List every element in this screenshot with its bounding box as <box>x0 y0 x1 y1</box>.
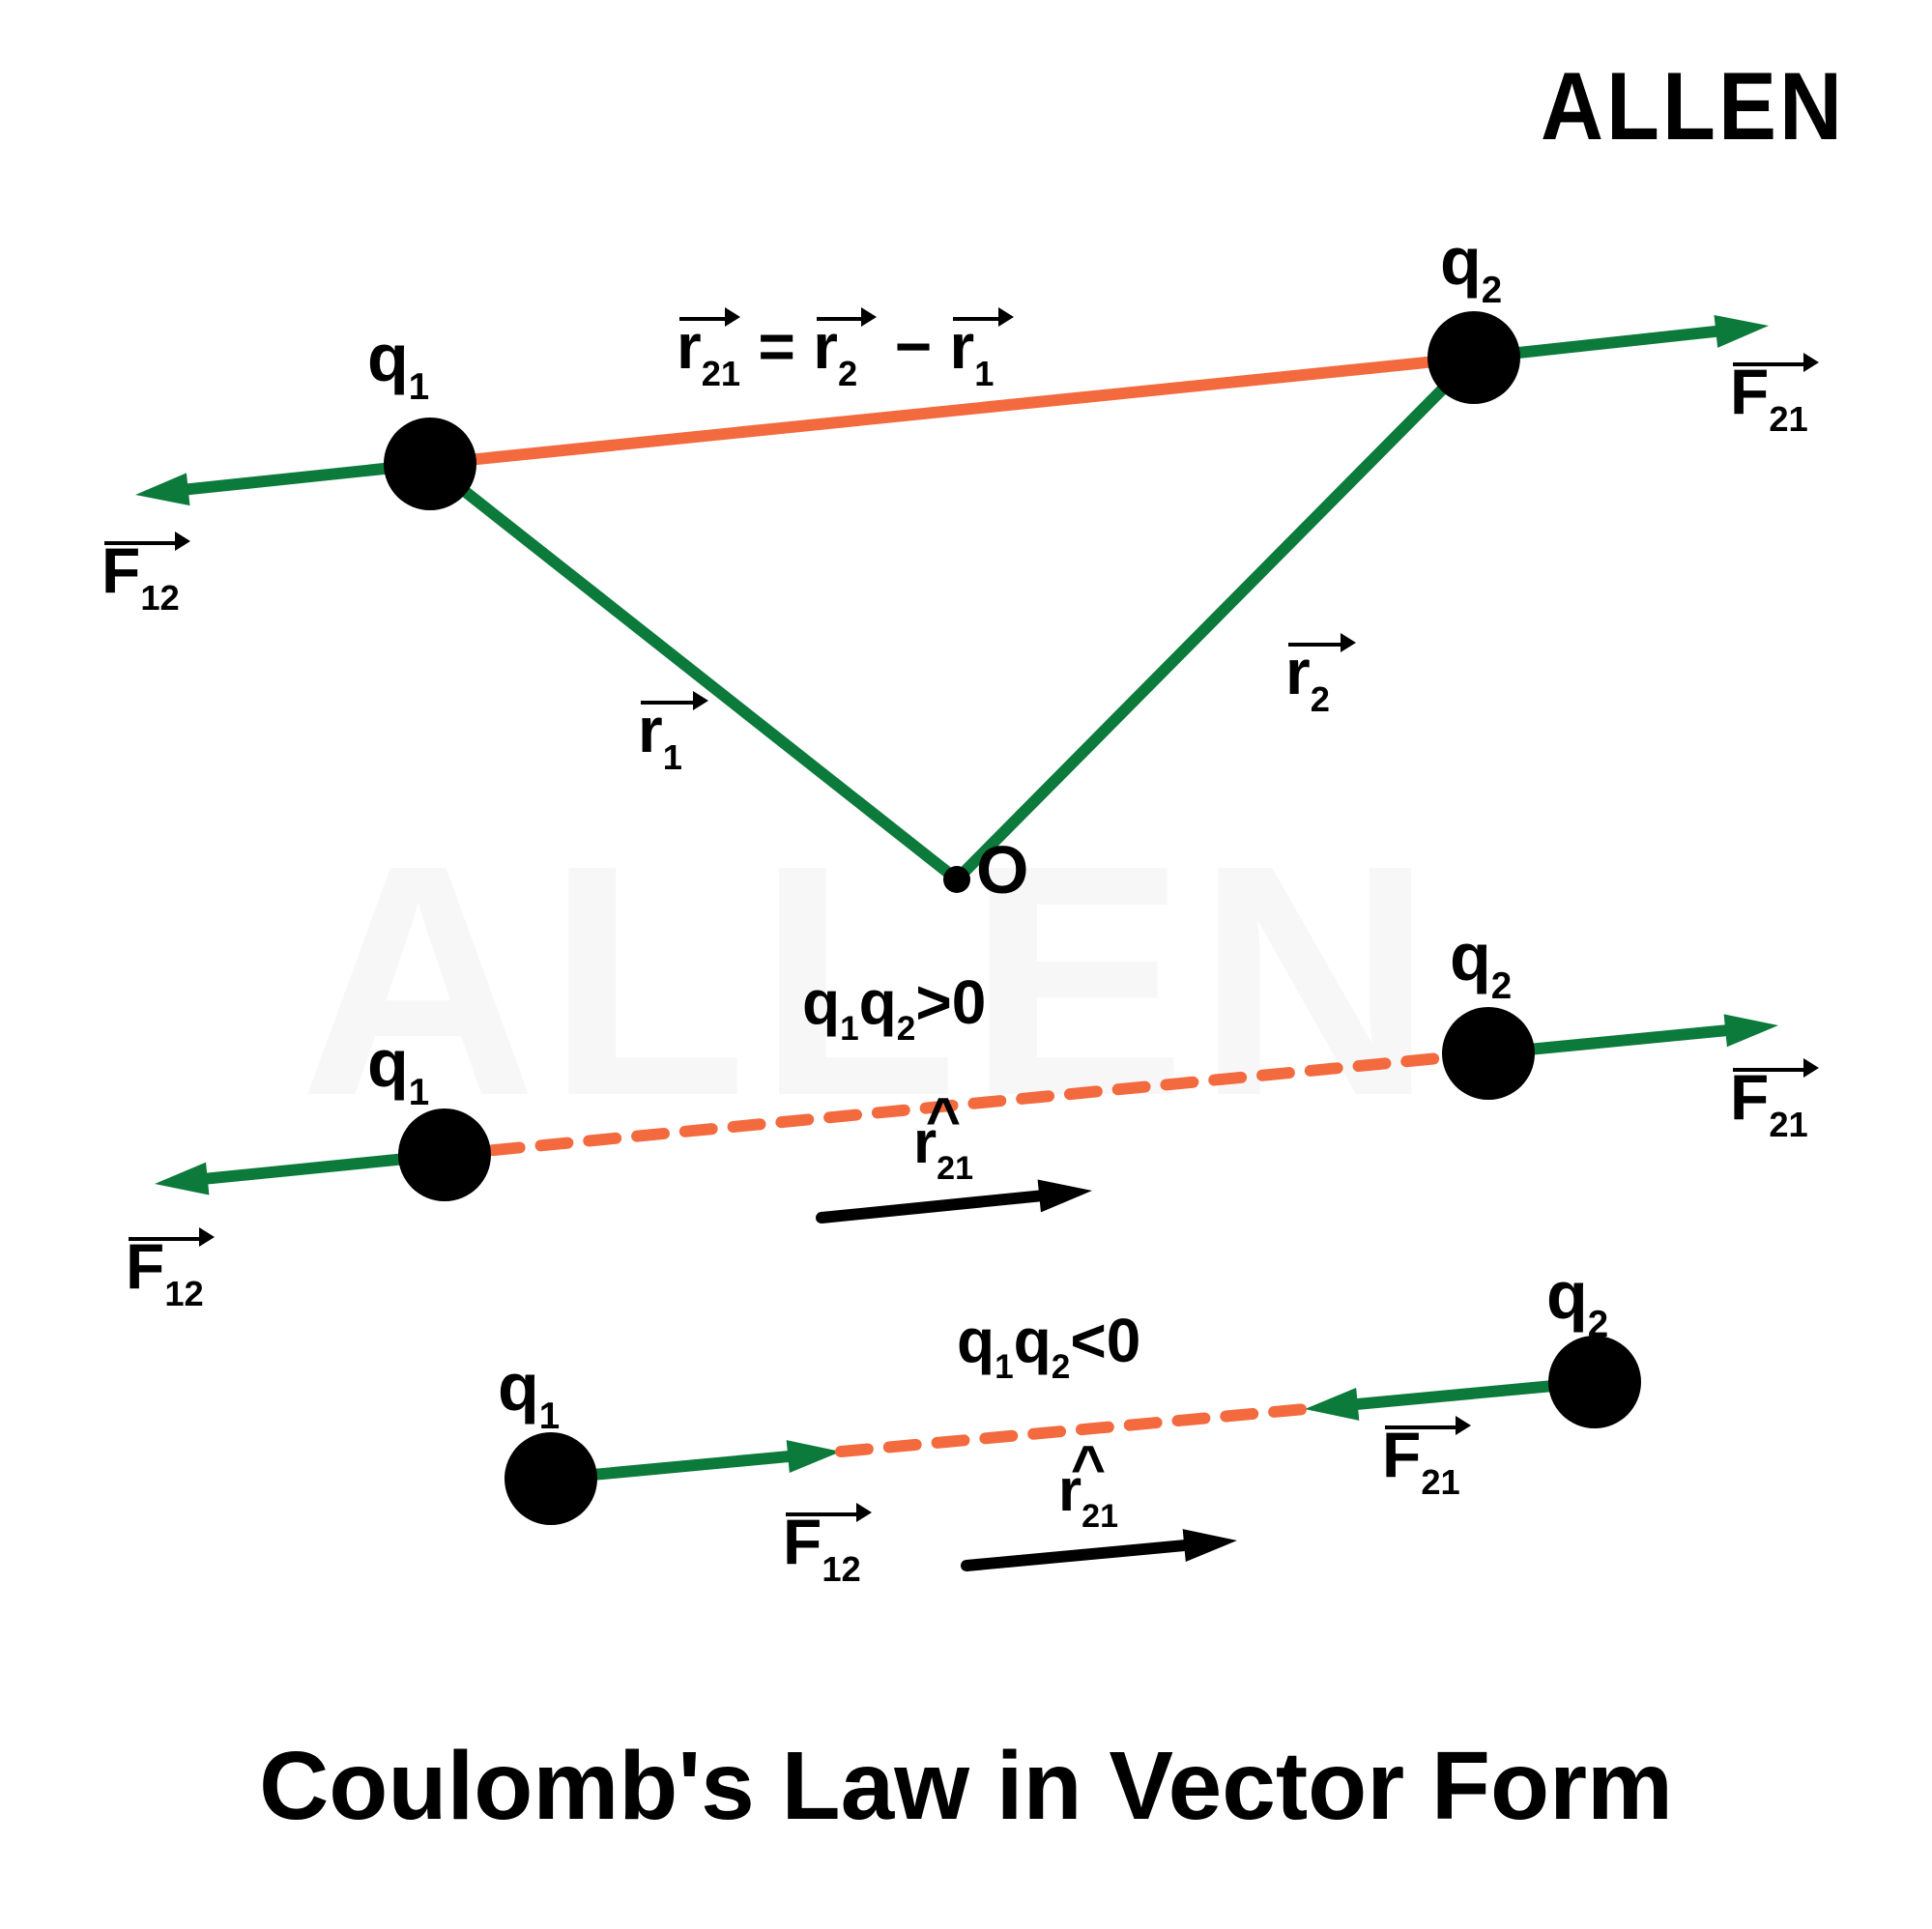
label-rhat-d3: ^r21 <box>1058 1459 1118 1532</box>
label-F12-d3: F12 <box>783 1508 872 1586</box>
label-F21-d1: F21 <box>1730 358 1819 436</box>
label-F21-d2: F21 <box>1730 1063 1819 1141</box>
label-F21-d3: F21 <box>1382 1421 1471 1499</box>
label-r21-equation: r21 = r2 − r1 <box>677 309 1014 390</box>
label-r2: r2 <box>1285 638 1356 716</box>
label-q2-d2: q2 <box>1450 918 1512 1004</box>
label-q1-d1: q1 <box>367 319 429 405</box>
label-condition-d2: q1q2>0 <box>802 966 986 1046</box>
label-q1-d3: q1 <box>498 1348 560 1434</box>
label-condition-d3: q1q2<0 <box>957 1305 1140 1384</box>
label-r1: r1 <box>638 696 708 774</box>
label-origin: O <box>976 831 1028 908</box>
label-F12-d2: F12 <box>126 1232 215 1310</box>
diagram-canvas: ALLEN ALLEN q1 q2 r21 = r2 − r1 O r1 r2 … <box>0 0 1932 1929</box>
label-rhat-d2: ^r21 <box>913 1111 973 1184</box>
label-q2-d3: q2 <box>1546 1256 1608 1342</box>
label-q2-d1: q2 <box>1440 222 1502 308</box>
label-F12-d1: F12 <box>101 536 190 615</box>
diagram-svg <box>0 0 1932 1929</box>
label-q1-d2: q1 <box>367 1024 429 1110</box>
